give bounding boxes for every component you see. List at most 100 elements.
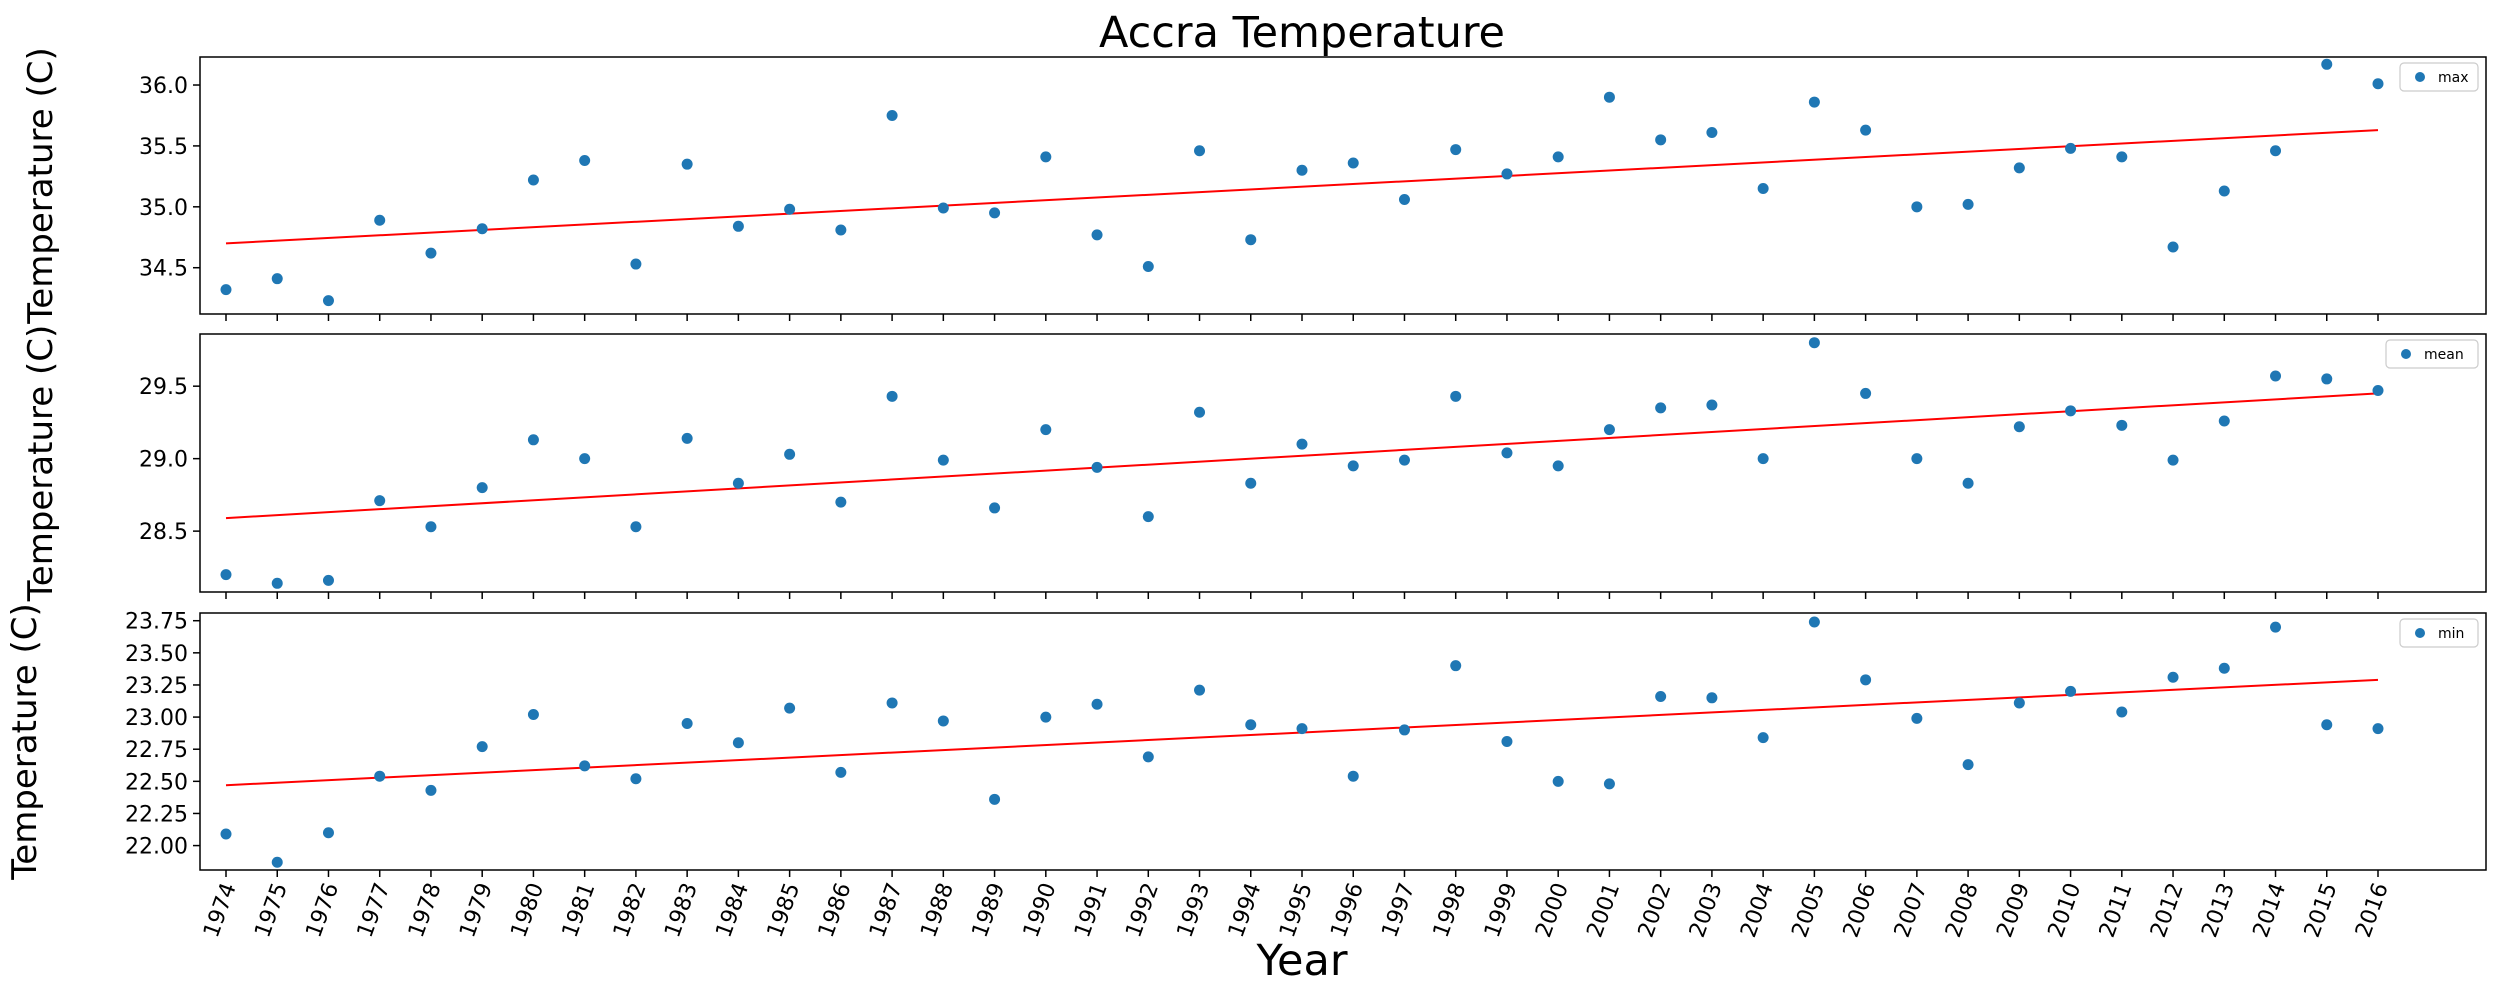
- data-point: [835, 496, 847, 508]
- y-axis-label: Temperature (C): [5, 603, 45, 880]
- y-tick-label: 35.0: [139, 196, 188, 221]
- data-point: [1808, 337, 1820, 349]
- data-point: [1347, 460, 1359, 472]
- data-point: [2013, 421, 2025, 433]
- data-point: [2065, 685, 2077, 697]
- data-point: [1962, 198, 1974, 210]
- data-point: [2270, 145, 2282, 157]
- data-point: [1911, 453, 1923, 465]
- x-tick-label: 1999: [1480, 880, 1523, 941]
- data-point: [2013, 697, 2025, 709]
- legend: max: [2399, 62, 2479, 92]
- data-point: [220, 828, 232, 840]
- data-point: [1911, 201, 1923, 213]
- data-point: [1296, 164, 1308, 176]
- y-tick-label: 34.5: [139, 257, 188, 282]
- legend-marker: [2415, 628, 2425, 638]
- data-point: [425, 521, 437, 533]
- legend-marker: [2415, 72, 2425, 82]
- data-point: [527, 709, 539, 721]
- y-tick-label: 28.5: [139, 520, 188, 545]
- data-point: [527, 434, 539, 446]
- data-point: [1501, 447, 1513, 459]
- data-point: [2321, 719, 2333, 731]
- y-axis-label: Temperature (C): [21, 47, 61, 324]
- x-tick-label: 1987: [865, 880, 908, 941]
- data-point: [220, 284, 232, 296]
- data-point: [989, 207, 1001, 219]
- data-point: [1962, 477, 1974, 489]
- data-point: [1655, 402, 1667, 414]
- data-point: [1603, 778, 1615, 790]
- data-point: [2321, 373, 2333, 385]
- data-point: [1040, 424, 1052, 436]
- data-point: [1296, 723, 1308, 735]
- data-point: [732, 737, 744, 749]
- data-point: [1552, 460, 1564, 472]
- legend-box: [2399, 618, 2479, 648]
- data-point: [1860, 124, 1872, 136]
- data-point: [784, 702, 796, 714]
- x-tick-label: 1985: [763, 880, 806, 941]
- data-point: [2372, 385, 2384, 397]
- x-tick-label: 1991: [1070, 880, 1113, 941]
- x-tick-label: 2015: [2300, 880, 2343, 941]
- data-point: [937, 202, 949, 214]
- y-tick-label: 29.5: [139, 375, 188, 400]
- panel-min: 22.00 22.25 22.50 22.75 23.00 23.25 23.50 23.75…: [5, 603, 2487, 881]
- data-point: [1142, 511, 1154, 523]
- panel-mean: 28.5 29.0 29.5 Temperature (C) mean: [21, 325, 2487, 602]
- x-tick-label: 2003: [1685, 880, 1728, 941]
- x-tick-label: 1988: [916, 880, 959, 941]
- x-tick-label: 1983: [660, 880, 703, 941]
- data-point: [322, 574, 334, 586]
- data-point: [835, 224, 847, 236]
- data-point: [1808, 616, 1820, 628]
- legend: min: [2399, 618, 2479, 648]
- legend-box: [2399, 62, 2479, 92]
- data-point: [1655, 691, 1667, 703]
- x-tick-label: 1994: [1224, 880, 1267, 941]
- data-point: [2218, 415, 2230, 427]
- data-point: [2372, 723, 2384, 735]
- data-point: [425, 247, 437, 259]
- data-point: [732, 220, 744, 232]
- data-point: [1450, 144, 1462, 156]
- data-point: [1860, 387, 1872, 399]
- x-tick-label: 2016: [2351, 880, 2394, 941]
- data-point: [476, 741, 488, 753]
- data-point: [630, 521, 642, 533]
- data-point: [937, 715, 949, 727]
- plot-frame: [199, 333, 2487, 593]
- data-point: [732, 477, 744, 489]
- data-point: [476, 482, 488, 494]
- data-point: [1296, 438, 1308, 450]
- data-point: [1706, 127, 1718, 139]
- data-point: [681, 718, 693, 730]
- data-point: [1398, 454, 1410, 466]
- data-point: [1040, 711, 1052, 723]
- data-point: [2270, 370, 2282, 382]
- data-point: [1091, 698, 1103, 710]
- data-point: [271, 273, 283, 285]
- data-point: [1501, 168, 1513, 180]
- data-point: [1501, 736, 1513, 747]
- x-tick-label: 1980: [507, 880, 550, 941]
- y-tick-label: 23.25: [125, 674, 188, 699]
- data-point: [681, 432, 693, 444]
- y-tick-label: 22.75: [125, 738, 188, 763]
- x-axis: 1974 1975 1976 1977 1978 1979 1980 1981 1982 1983…: [199, 880, 2394, 941]
- data-point: [2013, 162, 2025, 174]
- legend: mean: [2385, 339, 2479, 369]
- x-tick-label: 2000: [1531, 880, 1574, 941]
- x-tick-label: 1993: [1173, 880, 1216, 941]
- data-point: [1245, 719, 1257, 731]
- data-point: [937, 454, 949, 466]
- data-point: [989, 793, 1001, 805]
- data-point: [2065, 405, 2077, 417]
- x-tick-label: 1975: [250, 880, 293, 941]
- data-point: [2372, 78, 2384, 90]
- data-point: [1808, 96, 1820, 108]
- x-tick-label: 2011: [2095, 880, 2138, 941]
- data-point: [271, 577, 283, 589]
